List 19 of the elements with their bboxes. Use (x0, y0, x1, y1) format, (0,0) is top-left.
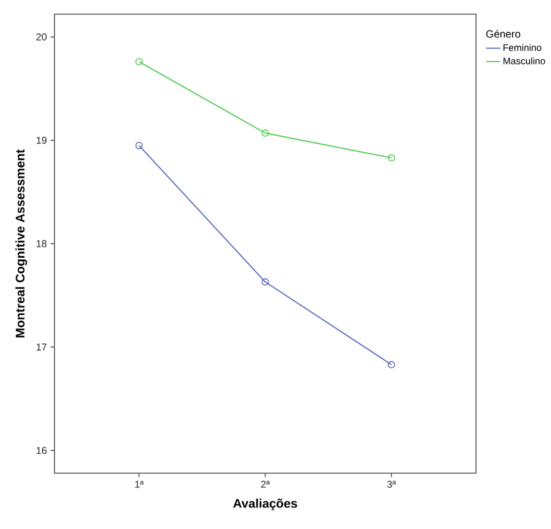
y-tick-label: 17 (36, 344, 46, 351)
y-tick-label: 16 (36, 446, 47, 454)
legend-label: Feminino (504, 44, 542, 51)
x-axis-title: Avaliações (233, 498, 298, 510)
y-tick-label: 18 (36, 240, 47, 248)
y-axis-title: Montreal Cognitive Assessment (15, 149, 28, 338)
point (388, 361, 396, 368)
x-tick-label: 1ª (135, 480, 144, 488)
point (262, 129, 269, 137)
legend-label: Masculino (504, 57, 545, 64)
point (135, 58, 143, 66)
x-tick-label: 3ª (387, 480, 396, 488)
point (135, 142, 143, 150)
x-tick-label: 2ª (261, 480, 270, 488)
y-tick-label: 20 (36, 33, 47, 40)
legend-title: Género (486, 30, 520, 38)
point (262, 278, 269, 286)
point (388, 154, 396, 162)
y-tick-label: 19 (36, 136, 47, 144)
